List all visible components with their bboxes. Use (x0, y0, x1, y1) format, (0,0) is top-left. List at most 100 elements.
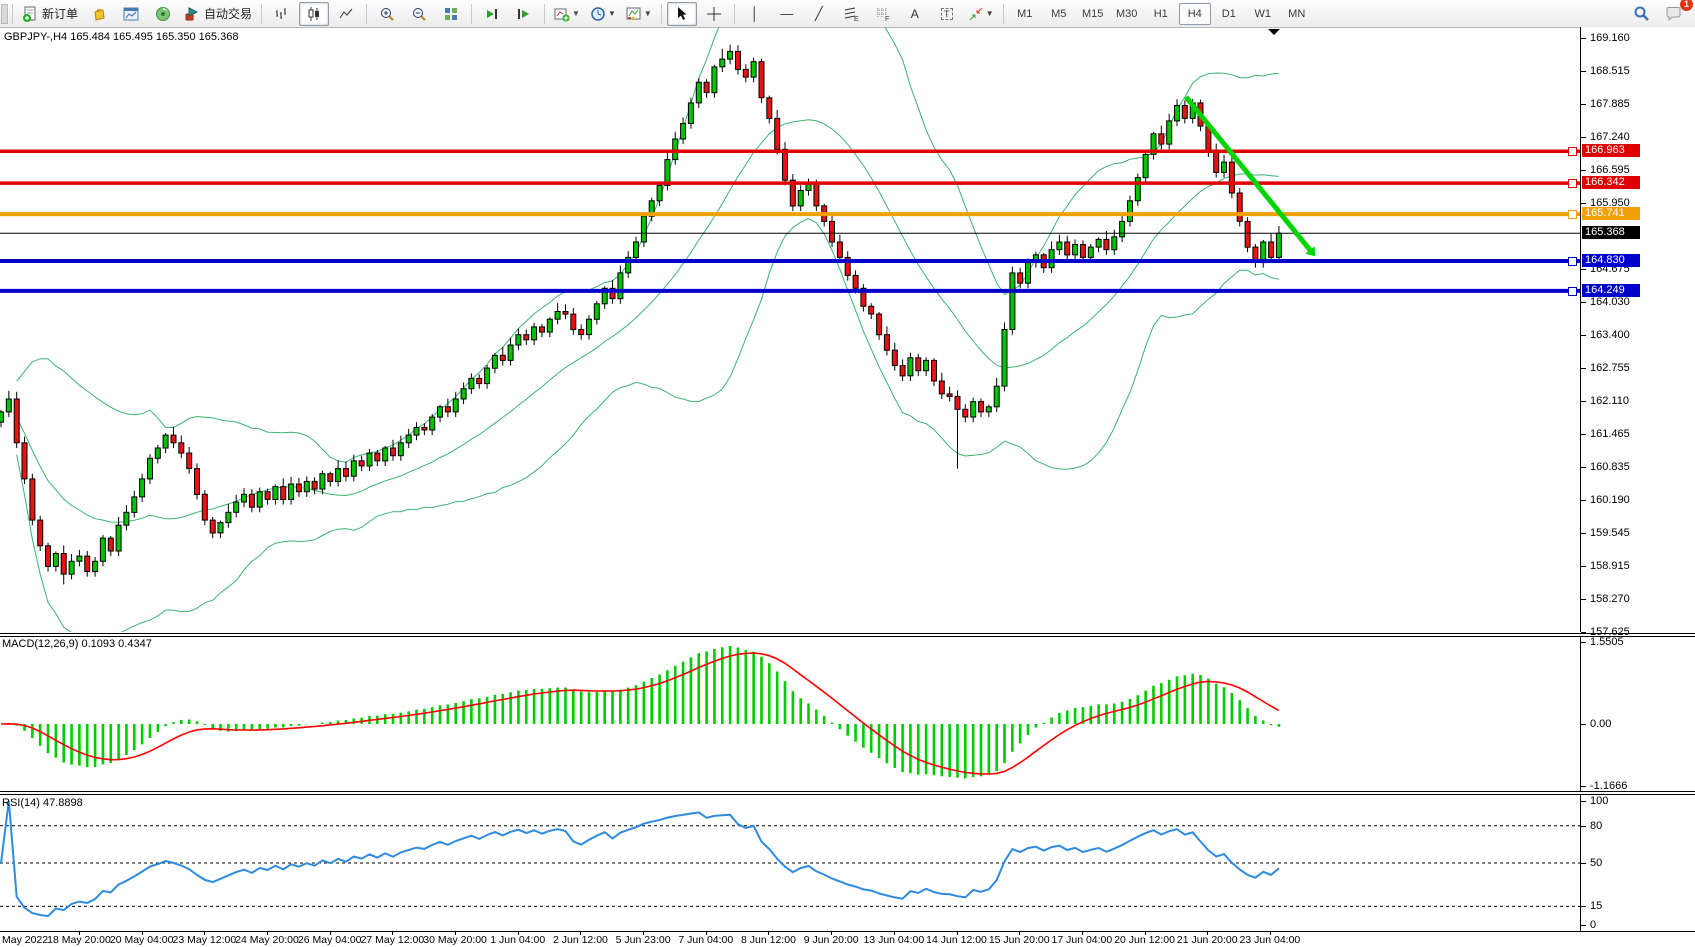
timeframe-button-h4[interactable]: H4 (1178, 2, 1211, 25)
time-axis-label: 24 May 20:00 (235, 934, 299, 946)
panel-separator[interactable] (0, 633, 1695, 634)
timeframe-button-h1[interactable]: H1 (1153, 7, 1168, 20)
bollinger-middle-band (16, 119, 1279, 523)
line-handle[interactable] (1568, 257, 1577, 266)
bullish-candle-body (225, 511, 232, 524)
candle (805, 178, 812, 196)
candle (76, 549, 83, 567)
bar-chart-button[interactable] (267, 2, 297, 26)
line-handle[interactable] (1568, 210, 1577, 219)
candle (350, 454, 357, 482)
timeframe-button-m30[interactable]: M30 (1116, 7, 1138, 20)
separator (544, 3, 546, 24)
horizontal-line-tool-button[interactable]: — (772, 2, 802, 26)
candle (194, 463, 200, 500)
bearish-candle-body (883, 334, 890, 351)
toolbar: 新订单 (0, 0, 1695, 28)
current-price-badge: 165.368 (1582, 226, 1640, 239)
bullish-candle-body (217, 522, 224, 534)
trend-arrow-line[interactable] (1184, 95, 1312, 252)
rsi-axis[interactable]: 100 80 50 15 0 (1580, 794, 1695, 931)
panel-separator[interactable] (0, 791, 1695, 792)
bearish-candle-body (194, 468, 200, 495)
candle (1009, 266, 1016, 335)
trendline-tool-button[interactable]: ╱ (804, 2, 834, 26)
vertical-line-tool-button[interactable]: │ (740, 2, 770, 26)
bullish-candle-body (1174, 105, 1180, 122)
axis-tick-label: 164.030 (1590, 296, 1630, 308)
timeframe-button-m1[interactable]: M1 (1017, 7, 1033, 20)
grid-tool-button[interactable]: F (868, 2, 898, 26)
line-handle[interactable] (1568, 147, 1577, 156)
line-chart-button[interactable] (331, 2, 361, 26)
timeframe-button-m5[interactable]: M5 (1051, 7, 1067, 20)
time-axis-tick (1144, 931, 1146, 935)
line-handle[interactable] (1568, 179, 1577, 188)
signals-button[interactable] (148, 2, 178, 26)
separator (660, 3, 662, 24)
chart-shift-button[interactable] (509, 2, 539, 26)
timeframe-button-d1[interactable]: D1 (1221, 7, 1236, 20)
candle (1236, 187, 1243, 227)
bearish-candle-body (178, 442, 185, 454)
text-icon: A (910, 6, 919, 21)
new-chart-button[interactable] (116, 2, 146, 26)
templates-button[interactable]: ▼ (622, 2, 656, 26)
zoom-in-button[interactable] (372, 2, 402, 26)
text-tool-button[interactable]: A (900, 2, 930, 26)
timeframe-button-w1[interactable]: W1 (1254, 7, 1271, 20)
macd-panel-canvas[interactable] (0, 637, 1580, 790)
periods-button[interactable]: ▼ (586, 2, 620, 26)
shift-marker[interactable] (1268, 29, 1280, 35)
rsi-panel-canvas[interactable] (0, 795, 1580, 930)
macd-axis[interactable]: 1.5505 0.00 -1.1666 (1580, 636, 1695, 792)
new-order-button[interactable]: 新订单 (18, 2, 82, 26)
market-button[interactable] (84, 2, 114, 26)
bullish-candle-body (507, 344, 514, 361)
candle (546, 317, 553, 338)
bullish-candle-body (272, 486, 279, 501)
time-axis-tick (1081, 931, 1083, 935)
bullish-candle-body (233, 501, 240, 513)
axis-tick (1581, 104, 1586, 105)
autotrading-button[interactable]: 自动交易 (180, 2, 256, 26)
crosshair-tool-button[interactable] (699, 2, 729, 26)
bullish-candle-body (131, 496, 138, 513)
cursor-tool-button[interactable] (666, 1, 697, 26)
candle (915, 353, 922, 376)
bullish-candle-body (1048, 249, 1055, 269)
timeframe-button-mn[interactable]: MN (1288, 7, 1306, 20)
candle (1150, 131, 1157, 160)
shapes-tool-button[interactable]: ▼ (964, 2, 998, 26)
main-chart-canvas[interactable] (0, 27, 1580, 632)
search-button[interactable] (1626, 2, 1656, 26)
bullish-candle-body (640, 215, 647, 243)
auto-scroll-button[interactable] (477, 2, 507, 26)
candle (178, 435, 185, 459)
time-axis[interactable]: May 2022 18 May 20:00 20 May 04:00 23 May 1… (0, 931, 1695, 947)
bullish-candle-body (1025, 262, 1031, 284)
candle (907, 352, 914, 381)
bearish-candle-body (60, 553, 67, 575)
label-tool-button[interactable]: T (932, 2, 962, 26)
bearish-candle-body (84, 555, 91, 572)
zoom-out-button[interactable] (404, 2, 434, 26)
candle (774, 110, 781, 155)
line-handle[interactable] (1568, 287, 1577, 296)
indicators-button[interactable]: ▼ (550, 2, 584, 26)
bearish-candle-body (829, 220, 835, 243)
notifications-button[interactable]: 1 (1658, 0, 1693, 26)
zoom-out-icon (413, 7, 426, 21)
bearish-candle-body (562, 311, 569, 315)
bearish-candle-body (1268, 241, 1275, 258)
bullish-candle-body (1009, 272, 1016, 330)
bearish-candle-body (476, 377, 483, 385)
tile-windows-button[interactable] (436, 2, 466, 26)
timeframe-button-m15[interactable]: M15 (1082, 7, 1104, 20)
horizontal-line-icon: — (780, 6, 794, 21)
candlestick-chart-button[interactable] (299, 1, 330, 26)
fibonacci-tool-button[interactable]: E (836, 2, 866, 26)
bullish-candle-body (1127, 200, 1133, 222)
macd-label: MACD(12,26,9) 0.1093 0.4347 (2, 638, 152, 650)
price-axis[interactable]: 169.160 168.515 167.885 167.240 166.595 165.9… (1580, 27, 1695, 638)
